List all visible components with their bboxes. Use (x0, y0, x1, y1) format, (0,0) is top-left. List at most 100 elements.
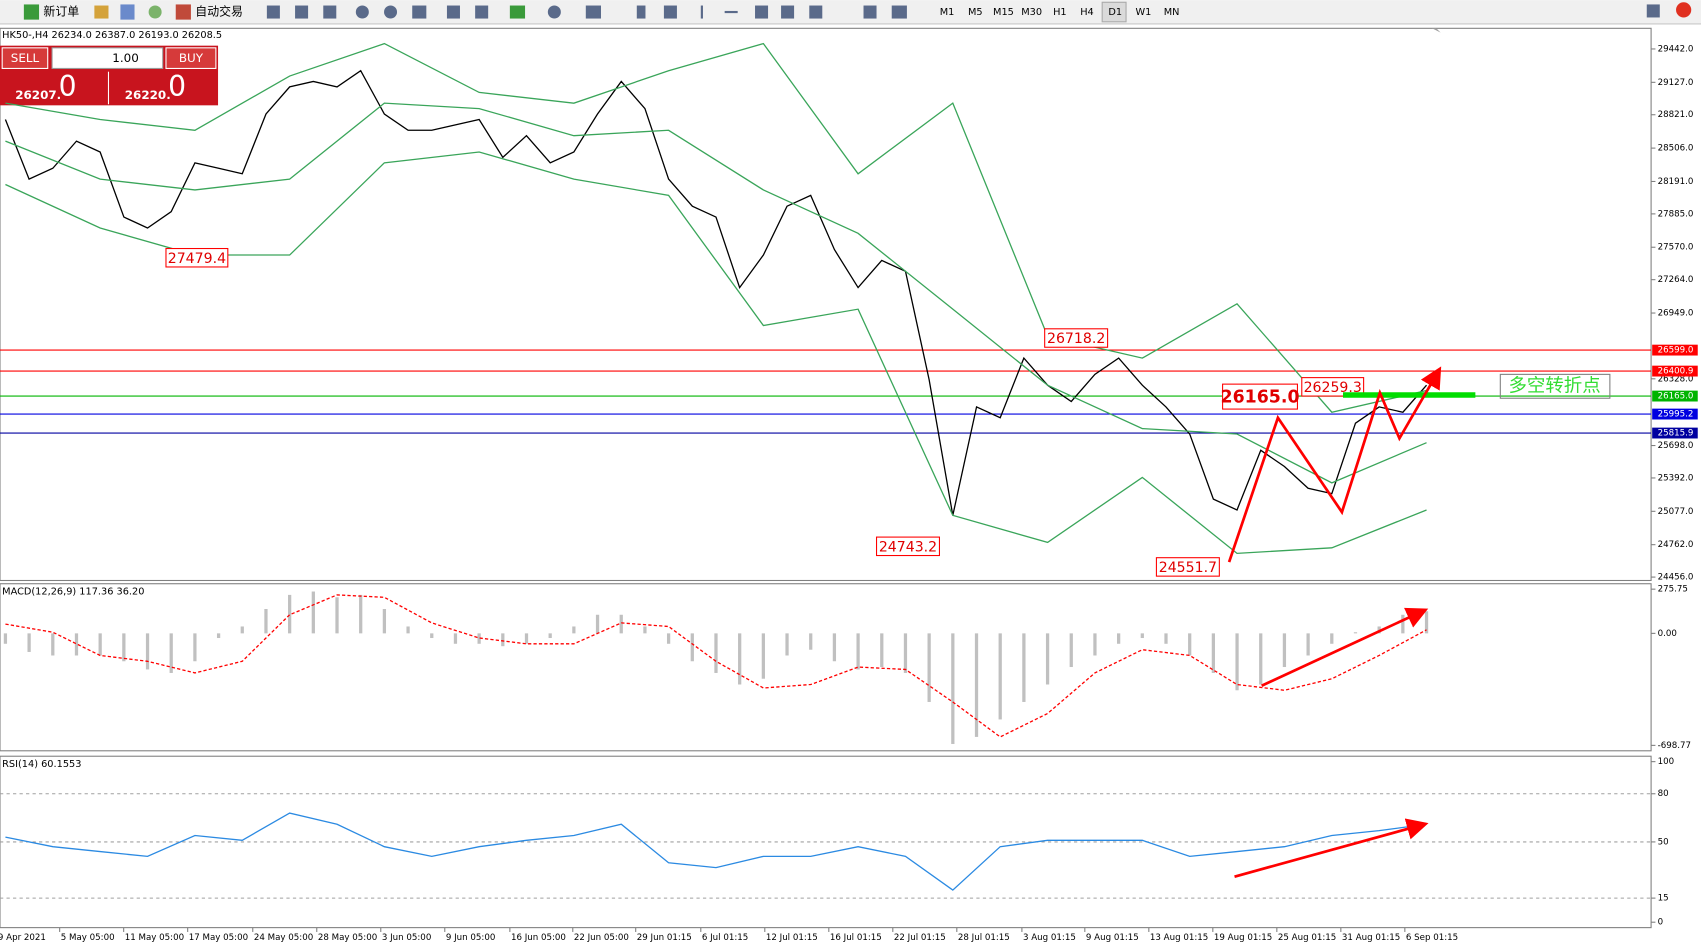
sell-label[interactable]: SELL (11, 51, 40, 65)
timeframe-button[interactable]: D1 (1108, 7, 1122, 18)
macd-bar (1235, 633, 1239, 691)
timeframe-button[interactable]: W1 (1135, 7, 1151, 18)
icon[interactable] (547, 5, 561, 19)
price-line-label: 26165.0 (1658, 392, 1694, 402)
macd-bar (1259, 633, 1263, 685)
icon[interactable] (94, 5, 109, 19)
auto-trading-button[interactable]: 自动交易 (195, 5, 243, 19)
macd-bar (1117, 633, 1121, 644)
x-tick-label: 6 Sep 01:15 (1406, 933, 1458, 943)
timeframe-button[interactable]: M15 (993, 7, 1014, 18)
series-line (5, 151, 1427, 555)
y-tick-label: 27570.0 (1658, 243, 1694, 253)
timeframe-button[interactable]: H4 (1080, 7, 1094, 18)
price-annotation: 24551.7 (1159, 560, 1217, 576)
icon[interactable] (509, 5, 526, 19)
toolbar (0, 0, 1701, 24)
macd-bar (501, 633, 505, 647)
macd-bar (430, 633, 434, 639)
sell-button[interactable] (1, 47, 49, 69)
icon[interactable] (323, 5, 337, 19)
y-tick-label: 29127.0 (1658, 78, 1694, 88)
y-tick-label: 25077.0 (1658, 507, 1694, 517)
fibo[interactable] (809, 5, 823, 19)
cursor[interactable] (636, 5, 646, 19)
macd-bar (548, 633, 552, 639)
x-tick-label: 17 May 05:00 (189, 933, 248, 943)
icon[interactable] (295, 5, 309, 19)
price-line-label: 25995.2 (1658, 410, 1694, 420)
price-annotation: 27479.4 (168, 251, 226, 267)
icon[interactable] (475, 5, 489, 19)
icon[interactable] (585, 5, 601, 19)
price-line-label: 26400.9 (1658, 367, 1694, 377)
timeframe-button[interactable]: M1 (940, 7, 955, 18)
trendline[interactable] (755, 5, 769, 19)
price-annotation-box (875, 536, 940, 557)
hline[interactable] (724, 10, 738, 14)
timeframe-button[interactable]: MN (1164, 7, 1180, 18)
macd-bar (524, 633, 529, 644)
timeframe-button[interactable]: H1 (1053, 7, 1067, 18)
macd-bar (1093, 633, 1097, 656)
buy-label[interactable]: BUY (179, 51, 204, 65)
price-annotation-box (1301, 377, 1365, 397)
notification[interactable] (1676, 2, 1692, 18)
macd-bar (477, 633, 481, 644)
channel[interactable] (781, 5, 795, 19)
series-line (5, 594, 1427, 738)
macd-bar (856, 633, 860, 670)
price-annotation-box (1044, 328, 1109, 348)
series-line (4, 69, 1428, 516)
macd-bar (1282, 633, 1287, 668)
arrows[interactable] (891, 5, 907, 19)
price-line-tag (1652, 390, 1698, 402)
macd-bar (216, 633, 221, 639)
macd-bar (1069, 633, 1073, 668)
price-line-tag (1652, 408, 1698, 420)
timeframe-button[interactable]: M30 (1021, 7, 1042, 18)
macd-bar (1353, 632, 1358, 634)
macd-bar (1306, 633, 1310, 656)
note-text: 多空转折点 (1508, 375, 1600, 396)
price-annotation-box (165, 247, 229, 268)
macd-bar (880, 633, 884, 668)
macd-bar (998, 633, 1002, 720)
y-tick-label: 0 (1658, 918, 1664, 928)
zoom-in[interactable] (355, 5, 369, 19)
timeframe-button[interactable]: M5 (968, 7, 983, 18)
macd-bar (288, 594, 292, 634)
buy-button[interactable] (165, 47, 217, 69)
macd-bar (122, 633, 126, 662)
lot-input[interactable] (51, 47, 164, 69)
series-line (5, 102, 1427, 484)
zoom-out[interactable] (384, 5, 398, 19)
icon[interactable] (120, 4, 135, 20)
search[interactable] (1646, 4, 1660, 18)
auto-trading-icon[interactable] (175, 4, 191, 20)
macd-bar (974, 633, 979, 737)
price-line-tag (1652, 427, 1698, 439)
x-tick-label: 13 Aug 01:15 (1150, 933, 1208, 943)
x-tick-label: 9 Jun 05:00 (446, 933, 495, 943)
macd-title: MACD(12,26,9) 117.36 36.20 (2, 586, 144, 597)
lot-value[interactable]: 1.00 (112, 51, 139, 65)
icon[interactable] (412, 5, 427, 19)
icon[interactable] (446, 5, 460, 19)
new-order-icon[interactable] (23, 4, 40, 20)
chart-title: HK50-,H4 26234.0 26387.0 26193.0 26208.5 (2, 30, 222, 41)
x-tick-label: 22 Jun 05:00 (574, 933, 629, 943)
text-tool[interactable] (863, 5, 877, 19)
y-tick-label: 28191.0 (1658, 177, 1694, 187)
y-tick-label: 80 (1658, 789, 1669, 799)
icon[interactable] (266, 5, 280, 19)
price-line-label: 25815.9 (1658, 429, 1694, 439)
icon[interactable] (148, 5, 162, 19)
crosshair[interactable] (663, 5, 677, 19)
macd-bar (1330, 633, 1334, 644)
vline[interactable] (700, 5, 703, 19)
rsi-arrow (1234, 818, 1429, 878)
new-order-button[interactable]: 新订单 (43, 5, 79, 19)
y-tick-label: 24762.0 (1658, 540, 1694, 550)
y-tick-label: 24456.0 (1658, 573, 1694, 583)
